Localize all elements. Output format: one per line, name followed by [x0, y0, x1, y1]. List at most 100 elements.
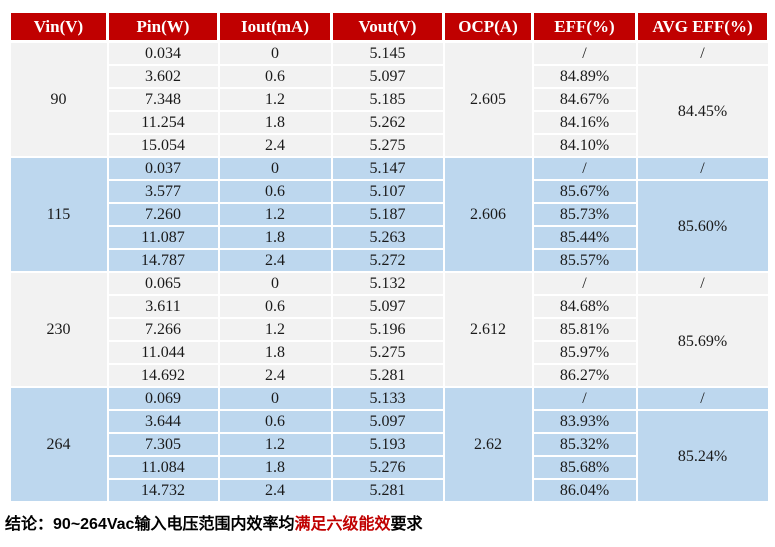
- vout-cell: 5.187: [330, 202, 445, 227]
- iout-cell: 1.8: [217, 225, 333, 250]
- vout-cell: 5.097: [330, 64, 445, 89]
- eff-cell: /: [531, 386, 638, 411]
- pin-cell: 11.044: [106, 340, 220, 365]
- eff-cell: 84.67%: [531, 87, 638, 112]
- eff-cell: 84.16%: [531, 110, 638, 135]
- avg-eff-cell: 85.60%: [635, 179, 770, 273]
- pin-cell: 7.348: [106, 87, 220, 112]
- iout-cell: 0.6: [217, 179, 333, 204]
- pin-cell: 0.037: [106, 156, 220, 181]
- efficiency-table-container: Vin(V) Pin(W) Iout(mA) Vout(V) OCP(A) EF…: [8, 10, 770, 503]
- pin-cell: 0.034: [106, 40, 220, 66]
- eff-cell: /: [531, 40, 638, 66]
- avg-eff-cell: 85.69%: [635, 294, 770, 388]
- vin-cell: 230: [8, 271, 109, 388]
- eff-cell: 86.27%: [531, 363, 638, 388]
- eff-cell: 85.73%: [531, 202, 638, 227]
- eff-cell: 85.97%: [531, 340, 638, 365]
- eff-cell: 83.93%: [531, 409, 638, 434]
- conclusion-line: 结论：90~264Vac输入电压范围内效率均满足六级能效要求: [5, 510, 775, 534]
- vout-cell: 5.107: [330, 179, 445, 204]
- iout-cell: 1.8: [217, 455, 333, 480]
- iout-cell: 0: [217, 40, 333, 66]
- iout-cell: 1.2: [217, 432, 333, 457]
- eff-cell: 85.68%: [531, 455, 638, 480]
- col-header-ocp: OCP(A): [442, 10, 534, 43]
- vout-cell: 5.276: [330, 455, 445, 480]
- pin-cell: 7.260: [106, 202, 220, 227]
- vout-cell: 5.281: [330, 478, 445, 503]
- vout-cell: 5.133: [330, 386, 445, 411]
- vout-cell: 5.263: [330, 225, 445, 250]
- vout-cell: 5.097: [330, 294, 445, 319]
- pin-cell: 11.087: [106, 225, 220, 250]
- table-row: 15.054 2.4 5.275 84.10%: [10, 133, 769, 158]
- table-row: 11.084 1.8 5.276 85.68%: [10, 455, 769, 480]
- pin-cell: 14.732: [106, 478, 220, 503]
- pin-cell: 7.305: [106, 432, 220, 457]
- conclusion-text-before: 90~264Vac输入电压范围内效率均: [53, 516, 295, 533]
- pin-cell: 3.577: [106, 179, 220, 204]
- eff-cell: 85.67%: [531, 179, 638, 204]
- vout-cell: 5.281: [330, 363, 445, 388]
- table-row: 3.602 0.6 5.097 84.89% 84.45%: [10, 64, 770, 158]
- pin-cell: 3.602: [106, 64, 220, 89]
- iout-cell: 1.2: [217, 87, 333, 112]
- vin-cell: 90: [8, 40, 109, 158]
- avg-eff-slash-cell: /: [635, 271, 770, 296]
- ocp-cell: 2.605: [442, 40, 534, 158]
- iout-cell: 1.8: [217, 110, 333, 135]
- pin-cell: 14.692: [106, 363, 220, 388]
- table-row: 11.087 1.8 5.263 85.44%: [10, 225, 769, 250]
- col-header-iout: Iout(mA): [217, 10, 333, 43]
- conclusion-text-after: 要求: [390, 516, 423, 533]
- col-header-vin: Vin(V): [8, 10, 109, 43]
- conclusion-highlight: 满足六级能效: [294, 516, 391, 533]
- col-header-vout: Vout(V): [330, 10, 445, 43]
- ocp-cell: 2.612: [442, 271, 534, 388]
- table-row: 3.644 0.6 5.097 83.93% 85.24%: [10, 409, 770, 503]
- vout-cell: 5.185: [330, 87, 445, 112]
- eff-cell: 85.57%: [531, 248, 638, 273]
- vout-cell: 5.145: [330, 40, 445, 66]
- iout-cell: 0: [217, 386, 333, 411]
- vout-cell: 5.262: [330, 110, 445, 135]
- pin-cell: 0.069: [106, 386, 220, 411]
- avg-eff-cell: 85.24%: [635, 409, 770, 503]
- eff-cell: /: [531, 271, 638, 296]
- col-header-pin: Pin(W): [106, 10, 220, 43]
- vin-cell: 115: [8, 156, 109, 273]
- table-row: 7.260 1.2 5.187 85.73%: [10, 202, 769, 227]
- iout-cell: 2.4: [217, 248, 333, 273]
- vout-cell: 5.272: [330, 248, 445, 273]
- conclusion-label: 结论：: [5, 516, 54, 533]
- iout-cell: 2.4: [217, 133, 333, 158]
- pin-cell: 7.266: [106, 317, 220, 342]
- table-row: 11.254 1.8 5.262 84.16%: [10, 110, 769, 135]
- eff-cell: 84.89%: [531, 64, 638, 89]
- table-row: 14.732 2.4 5.281 86.04%: [10, 478, 769, 503]
- ocp-cell: 2.62: [442, 386, 534, 503]
- iout-cell: 0.6: [217, 64, 333, 89]
- pin-cell: 0.065: [106, 271, 220, 296]
- avg-eff-slash-cell: /: [635, 156, 770, 181]
- pin-cell: 11.084: [106, 455, 220, 480]
- iout-cell: 0: [217, 156, 333, 181]
- table-row: 14.787 2.4 5.272 85.57%: [10, 248, 769, 273]
- table-row: 230 0.065 0 5.132 2.612//: [8, 271, 770, 388]
- pin-cell: 11.254: [106, 110, 220, 135]
- table-row: 90 0.034 0 5.145 2.605//: [8, 40, 770, 158]
- vout-cell: 5.275: [330, 133, 445, 158]
- iout-cell: 2.4: [217, 363, 333, 388]
- avg-eff-cell: 84.45%: [635, 64, 770, 158]
- table-row: 7.266 1.2 5.196 85.81%: [10, 317, 769, 342]
- iout-cell: 1.2: [217, 202, 333, 227]
- vout-cell: 5.275: [330, 340, 445, 365]
- avg-eff-slash-cell: /: [635, 386, 770, 411]
- table-body: 90 0.034 0 5.145 2.605//3.602 0.6 5.097 84.89% 8…: [8, 40, 770, 503]
- vout-cell: 5.097: [330, 409, 445, 434]
- vin-cell: 264: [8, 386, 109, 503]
- eff-cell: 85.32%: [531, 432, 638, 457]
- col-header-eff: EFF(%): [531, 10, 638, 43]
- table-row: 11.044 1.8 5.275 85.97%: [10, 340, 769, 365]
